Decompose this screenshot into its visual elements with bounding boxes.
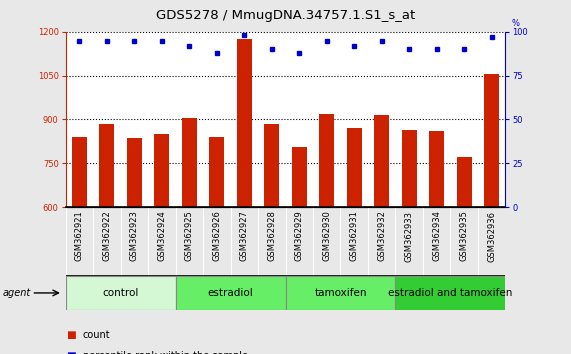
Text: estradiol: estradiol bbox=[208, 288, 254, 298]
Text: agent: agent bbox=[3, 288, 31, 298]
Bar bbox=[319, 114, 334, 207]
Text: ■: ■ bbox=[66, 351, 75, 354]
Bar bbox=[154, 134, 170, 207]
Bar bbox=[484, 74, 499, 207]
Text: count: count bbox=[83, 330, 110, 339]
Text: GSM362927: GSM362927 bbox=[240, 211, 249, 261]
Text: GSM362932: GSM362932 bbox=[377, 211, 386, 261]
Bar bbox=[99, 124, 114, 207]
Text: GSM362923: GSM362923 bbox=[130, 211, 139, 261]
Bar bbox=[209, 137, 224, 207]
Bar bbox=[237, 39, 252, 207]
Text: ■: ■ bbox=[66, 330, 75, 339]
Text: GSM362921: GSM362921 bbox=[75, 211, 84, 261]
Text: estradiol and tamoxifen: estradiol and tamoxifen bbox=[388, 288, 513, 298]
Bar bbox=[457, 158, 472, 207]
Bar bbox=[374, 115, 389, 207]
Text: tamoxifen: tamoxifen bbox=[314, 288, 367, 298]
Text: GSM362934: GSM362934 bbox=[432, 211, 441, 261]
Bar bbox=[286, 276, 395, 310]
Bar bbox=[264, 124, 279, 207]
Bar bbox=[401, 130, 417, 207]
Bar bbox=[292, 147, 307, 207]
Bar bbox=[347, 128, 362, 207]
Text: GSM362936: GSM362936 bbox=[487, 211, 496, 262]
Text: GSM362935: GSM362935 bbox=[460, 211, 469, 261]
Text: GSM362929: GSM362929 bbox=[295, 211, 304, 261]
Text: GSM362930: GSM362930 bbox=[322, 211, 331, 261]
Text: GSM362926: GSM362926 bbox=[212, 211, 222, 261]
Bar bbox=[176, 276, 286, 310]
Text: control: control bbox=[102, 288, 139, 298]
Bar bbox=[127, 138, 142, 207]
Bar bbox=[66, 276, 176, 310]
Text: percentile rank within the sample: percentile rank within the sample bbox=[83, 351, 248, 354]
Bar bbox=[429, 131, 444, 207]
Text: GSM362925: GSM362925 bbox=[185, 211, 194, 261]
Text: GSM362922: GSM362922 bbox=[102, 211, 111, 261]
Text: GSM362928: GSM362928 bbox=[267, 211, 276, 261]
Text: GSM362924: GSM362924 bbox=[158, 211, 166, 261]
Text: %: % bbox=[512, 19, 520, 28]
Bar bbox=[182, 118, 197, 207]
Text: GSM362933: GSM362933 bbox=[405, 211, 413, 262]
Bar bbox=[72, 137, 87, 207]
Bar bbox=[395, 276, 505, 310]
Text: GSM362931: GSM362931 bbox=[349, 211, 359, 261]
Text: GDS5278 / MmugDNA.34757.1.S1_s_at: GDS5278 / MmugDNA.34757.1.S1_s_at bbox=[156, 9, 415, 22]
